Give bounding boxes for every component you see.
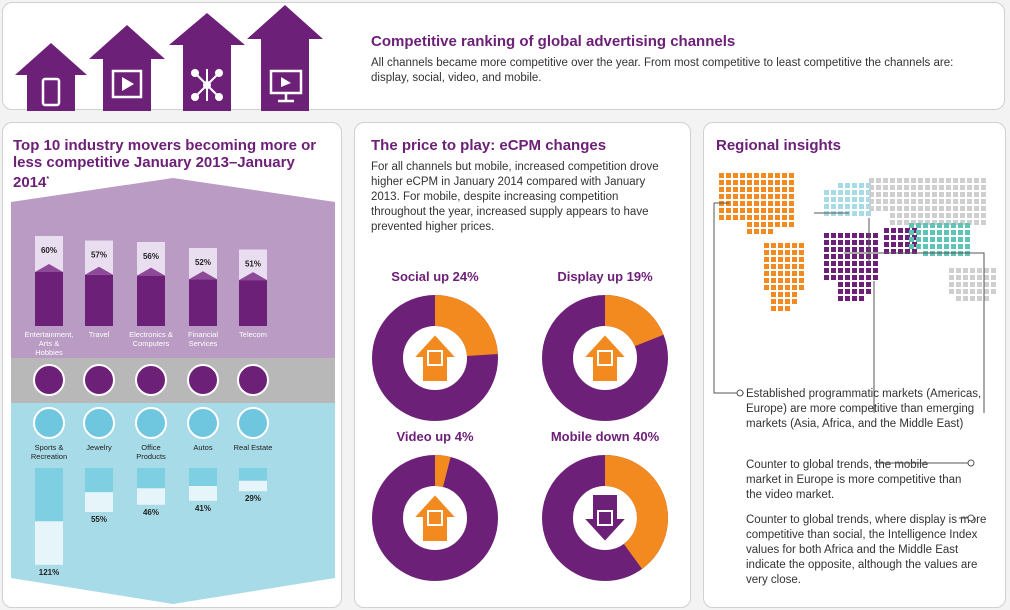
channel-ranking-panel: Competitive ranking of global advertisin… (2, 2, 1005, 111)
ecpm-text: For all channels but mobile, increased c… (371, 161, 659, 233)
donut-slice (605, 455, 668, 569)
ecpm-title: The price to play: eCPM changes (371, 137, 607, 154)
insight-3: Counter to global trends, where display … (746, 514, 987, 586)
regional-insights-title: Regional insights (716, 137, 842, 154)
channel-ranking-text: All channels became more competitive ove… (371, 57, 954, 84)
industry-movers-chart: 60% 57% 56% 52% 51% 121% 55% 46% 41% 29% (11, 178, 335, 604)
more-bar-cap (35, 264, 63, 272)
less-category-label: Jewelry (86, 443, 112, 452)
more-bar-pct: 51% (245, 260, 261, 269)
footnote-mark: * (46, 176, 50, 183)
more-bar (189, 279, 217, 326)
video-icon (410, 492, 460, 543)
regional-insights-panel: Regional insights Established programmat… (703, 122, 1006, 608)
donut-label: Video up 4% (396, 429, 474, 444)
industry-movers-title: Top 10 industry movers becoming more or … (13, 137, 333, 191)
insight-2: Counter to global trends, the mobile mar… (746, 459, 962, 501)
phone-icon (237, 364, 269, 396)
more-bar-pct: 57% (91, 251, 107, 260)
more-bar-cap (85, 266, 113, 275)
video-icon (89, 25, 165, 111)
more-bar-pct: 52% (195, 258, 211, 267)
world-map (713, 173, 996, 413)
less-bar (85, 468, 113, 493)
house-icon (237, 407, 269, 439)
more-category-label: Entertainment, Arts & Hobbies (24, 330, 74, 357)
donut-slice (435, 295, 498, 356)
donut-label: Display up 19% (557, 269, 653, 284)
display-monitor-icon (247, 5, 323, 111)
less-bar (239, 468, 267, 481)
more-category-label: Travel (88, 330, 110, 339)
more-category-label: Financial Services (187, 330, 218, 348)
more-bar (239, 280, 267, 326)
industry-movers-title-text: Top 10 industry movers becoming more or … (13, 137, 317, 191)
more-bar-pct: 60% (41, 246, 57, 255)
mobile-icon (15, 43, 87, 111)
less-bar (35, 468, 63, 522)
airplane-icon (83, 364, 115, 396)
callout-lines (713, 202, 985, 413)
less-bar-pct: 121% (39, 568, 59, 577)
less-bar-pct: 55% (91, 515, 107, 524)
less-category-label: Office Products (136, 443, 166, 461)
channel-arrows-graphic (15, 5, 323, 111)
donut-label: Mobile down 40% (550, 429, 660, 444)
more-bar-cap (137, 267, 165, 276)
paper-icon (135, 407, 167, 439)
less-bar (189, 468, 217, 487)
more-bar (35, 272, 63, 326)
less-competitive-area (11, 403, 335, 604)
ring-icon (83, 407, 115, 439)
computer-icon (135, 364, 167, 396)
less-bar-pct: 41% (195, 504, 211, 513)
more-bar (85, 274, 113, 326)
more-bar (137, 275, 165, 326)
mobile-icon (580, 493, 630, 544)
social-icon (410, 332, 460, 383)
less-category-label: Autos (193, 443, 213, 452)
callout-dots (736, 389, 975, 522)
soccer-ball-icon (33, 407, 65, 439)
display-icon (580, 332, 630, 383)
donut-slice (435, 455, 451, 488)
more-bar-pct: 56% (143, 252, 159, 261)
social-network-icon (169, 13, 245, 111)
insight-1: Established programmatic markets (Americ… (746, 388, 982, 430)
ecpm-donut-charts (372, 295, 668, 581)
more-category-label: Telecom (239, 330, 267, 339)
car-icon (187, 407, 219, 439)
more-bar-cap (189, 271, 217, 280)
channel-ranking-title: Competitive ranking of global advertisin… (371, 33, 736, 50)
ecpm-panel: The price to play: eCPM changes For all … (354, 122, 691, 608)
industry-movers-panel: Top 10 industry movers becoming more or … (2, 122, 342, 608)
less-category-label: Real Estate (233, 443, 273, 452)
less-bar-pct: 46% (143, 508, 159, 517)
donut-slice (605, 295, 664, 347)
more-bar-cap (239, 272, 267, 281)
less-category-label: Sports & Recreation (30, 443, 68, 461)
palette-icon (33, 364, 65, 396)
money-bag-icon (187, 364, 219, 396)
more-category-label: Electronics & Computers (129, 330, 173, 348)
divider-band (11, 358, 335, 403)
less-bar-pct: 29% (245, 494, 261, 503)
donut-label: Social up 24% (391, 269, 479, 284)
less-bar (137, 468, 165, 489)
